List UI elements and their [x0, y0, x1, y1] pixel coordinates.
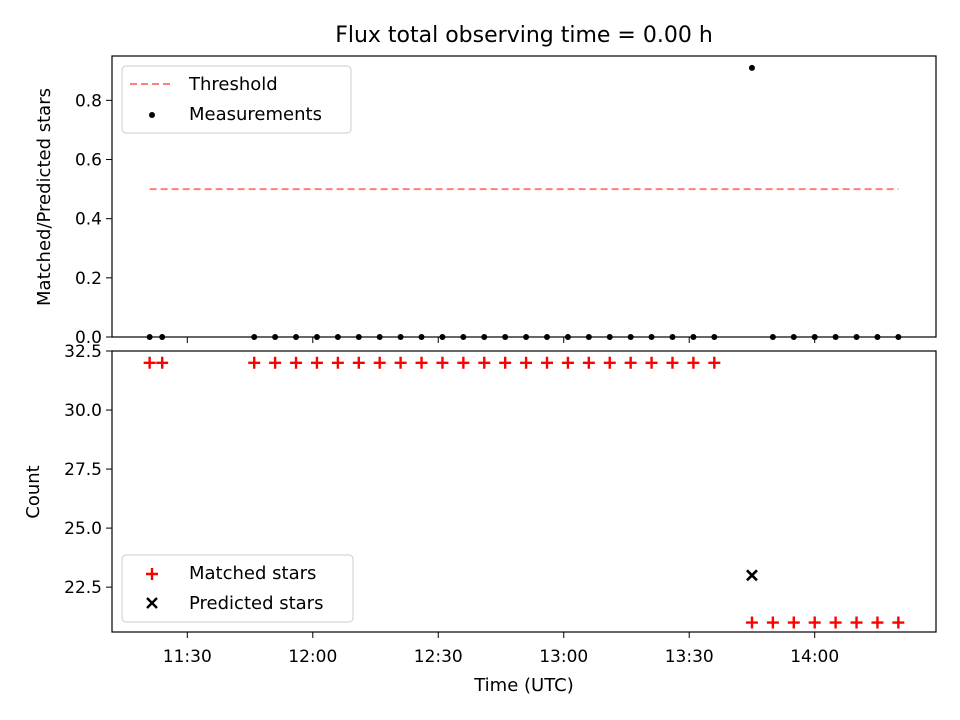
matched-stars-point — [871, 616, 884, 629]
matched-stars-point — [582, 356, 595, 369]
x-tick-label: 13:30 — [665, 647, 714, 667]
matched-stars-point — [892, 616, 905, 629]
matched-stars-point — [415, 356, 428, 369]
top-axes-frame — [111, 55, 937, 338]
y-tick-label: 22.5 — [64, 578, 102, 598]
top-panel: 0.00.20.40.60.8 Matched/Predicted stars … — [34, 55, 937, 348]
predicted-stars-point — [746, 569, 758, 582]
legend-threshold-label: Threshold — [188, 74, 278, 95]
y-tick-label: 25.0 — [64, 519, 102, 539]
matched-stars-point — [687, 356, 700, 369]
matched-stars-point — [829, 616, 842, 629]
matched-stars-point — [808, 616, 821, 629]
y-tick-label: 0.0 — [75, 328, 102, 348]
y-tick-label: 0.8 — [75, 91, 102, 111]
legend-measurements-swatch — [149, 112, 155, 118]
matched-stars-point — [436, 356, 449, 369]
matched-stars-point — [787, 616, 800, 629]
matched-stars-point — [745, 616, 758, 629]
matched-stars-point — [541, 356, 554, 369]
measurement-point — [748, 64, 755, 71]
bottom-legend: Matched stars Predicted stars — [121, 554, 354, 623]
bottom-y-axis-label: Count — [23, 465, 44, 518]
top-y-axis: 0.0 0.2 0.4 0.6 0.8 — [75, 91, 112, 348]
figure-title: Flux total observing time = 0.00 h — [335, 23, 713, 48]
matched-stars-point — [561, 356, 574, 369]
bottom-y-axis: 22.5 25.0 27.5 30.0 32.5 — [64, 342, 112, 598]
x-tick-label: 14:00 — [790, 647, 839, 667]
matched-stars-point — [708, 356, 721, 369]
bottom-axes-frame — [111, 350, 937, 633]
matched-stars-point — [499, 356, 512, 369]
y-tick-label: 0.2 — [75, 269, 102, 289]
matched-stars-point — [457, 356, 470, 369]
legend-matched-stars-label: Matched stars — [189, 563, 316, 584]
bottom-legend-box — [121, 554, 354, 623]
matched-stars-point — [645, 356, 658, 369]
matched-stars-point — [143, 356, 156, 369]
top-legend: Threshold Measurements — [121, 65, 352, 134]
matched-stars-point — [478, 356, 491, 369]
legend-matched-stars-swatch — [146, 568, 158, 580]
matched-stars-point — [352, 356, 365, 369]
bottom-x-axis: 11:30 12:00 12:30 13:00 13:30 14:00 — [163, 632, 839, 667]
bottom-plot-content — [143, 356, 905, 629]
matched-stars-point — [520, 356, 533, 369]
matched-stars-point — [624, 356, 637, 369]
y-tick-label: 27.5 — [64, 460, 102, 480]
bottom-x-axis-label: Time (UTC) — [473, 675, 574, 696]
top-y-axis-label: Matched/Predicted stars — [34, 88, 55, 306]
legend-predicted-stars-label: Predicted stars — [189, 593, 323, 614]
matched-stars-point — [310, 356, 323, 369]
x-tick-label: 11:30 — [163, 647, 212, 667]
matched-stars-point — [394, 356, 407, 369]
x-tick-label: 12:00 — [288, 647, 337, 667]
y-tick-label: 0.4 — [75, 210, 102, 230]
matched-stars-point — [269, 356, 282, 369]
matched-stars-point — [666, 356, 679, 369]
y-tick-label: 0.6 — [75, 151, 102, 171]
matched-stars-point — [248, 356, 261, 369]
x-tick-label: 13:00 — [539, 647, 588, 667]
legend-predicted-stars-swatch — [146, 597, 158, 609]
matched-stars-point — [850, 616, 863, 629]
legend-measurements-label: Measurements — [189, 104, 322, 125]
matched-stars-point — [156, 356, 169, 369]
matched-stars-point — [603, 356, 616, 369]
top-legend-box — [121, 65, 352, 134]
matched-stars-point — [290, 356, 303, 369]
y-tick-label: 30.0 — [64, 401, 102, 421]
matched-stars-point — [373, 356, 386, 369]
matched-stars-point — [766, 616, 779, 629]
bottom-panel: 22.5 25.0 27.5 30.0 32.5 11:30 12:00 12:30 13:0… — [23, 342, 937, 696]
x-tick-label: 12:30 — [414, 647, 463, 667]
y-tick-label: 32.5 — [64, 342, 102, 362]
matched-stars-point — [331, 356, 344, 369]
top-x-axis — [186, 337, 816, 343]
